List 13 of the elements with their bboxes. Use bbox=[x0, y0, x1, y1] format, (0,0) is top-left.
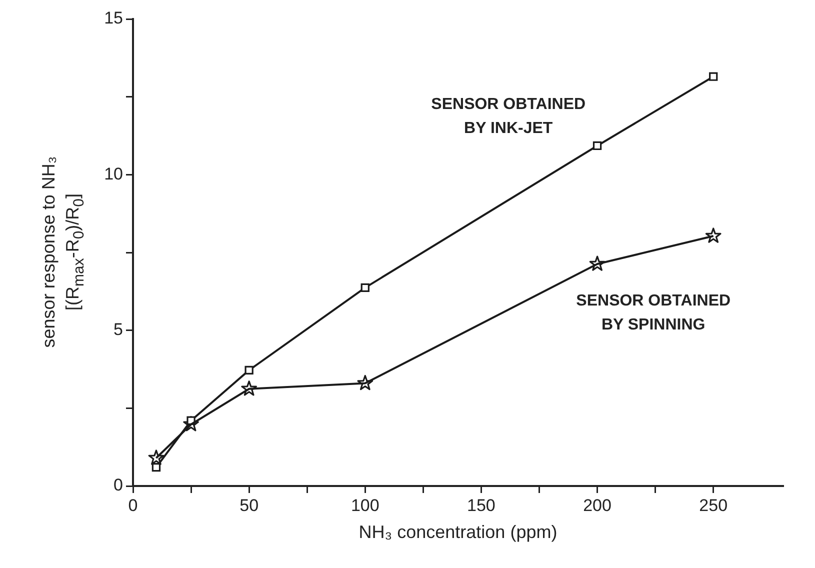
x-tick-label: 200 bbox=[583, 496, 612, 515]
y-tick-label: 0 bbox=[114, 476, 123, 495]
y-tick-label: 15 bbox=[104, 8, 123, 28]
series-label: SENSOR OBTAINED BY SPINNING bbox=[576, 292, 731, 334]
x-tick-label: 50 bbox=[240, 496, 259, 515]
x-tick-label: 150 bbox=[467, 496, 496, 515]
y-tick-label: 5 bbox=[114, 320, 123, 340]
series-label: SENSOR OBTAINED BY INK-JET bbox=[431, 96, 586, 138]
x-axis-title: NH₃ concentration (ppm) bbox=[358, 521, 558, 544]
x-tick-label: 250 bbox=[699, 496, 728, 515]
y-tick-label: 10 bbox=[104, 164, 123, 184]
x-tick-label: 0 bbox=[128, 496, 138, 515]
x-tick-label: 100 bbox=[350, 496, 380, 515]
